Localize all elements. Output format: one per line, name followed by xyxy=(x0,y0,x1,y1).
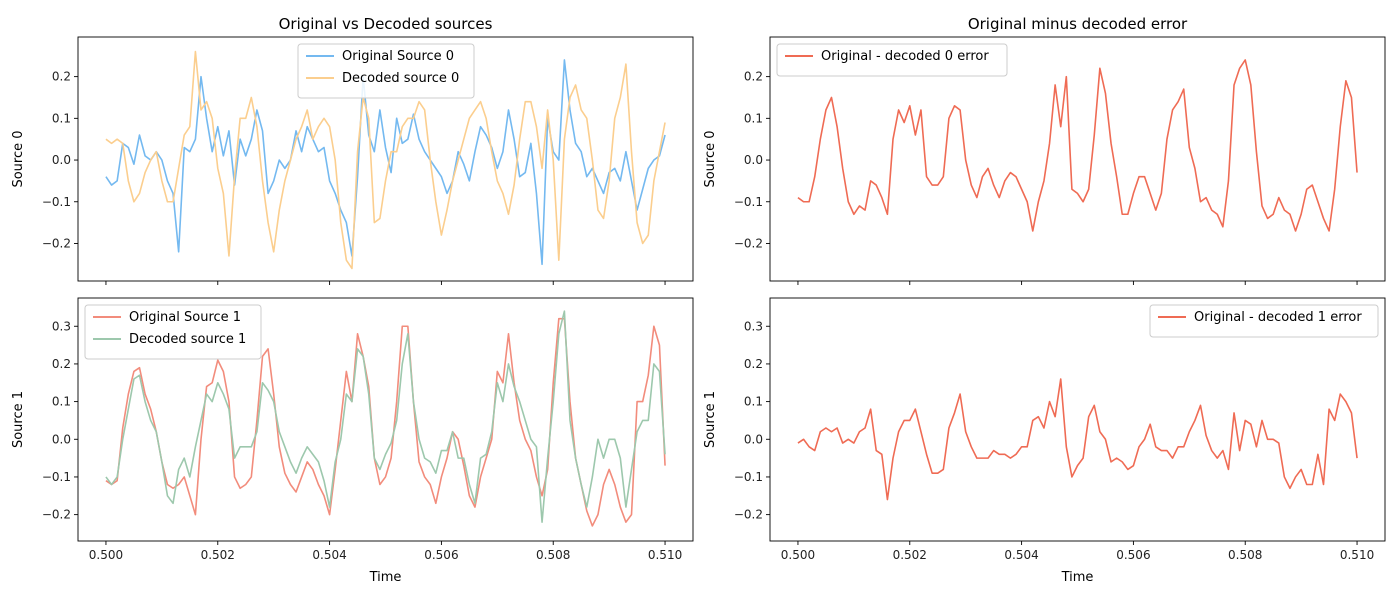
y-tick-label: 0.2 xyxy=(52,70,71,84)
y-tick-label: −0.2 xyxy=(734,508,763,522)
y-tick-label: 0.0 xyxy=(52,153,71,167)
y-tick-label: −0.1 xyxy=(42,470,71,484)
y-tick-label: 0.3 xyxy=(52,319,71,333)
legend-box xyxy=(1149,304,1379,338)
x-tick-label: 0.508 xyxy=(1228,548,1262,562)
y-tick-label: 0.2 xyxy=(744,70,763,84)
x-tick-label: 0.508 xyxy=(536,548,570,562)
x-tick-label: 0.506 xyxy=(424,548,458,562)
y-tick-label: 0.2 xyxy=(52,357,71,371)
y-tick-label: 0.1 xyxy=(744,395,763,409)
chart-title: Original minus decoded error xyxy=(968,15,1188,33)
x-tick-label: 0.502 xyxy=(893,548,927,562)
axes-frame xyxy=(77,36,694,282)
axes-frame xyxy=(769,297,1386,542)
chart-panel-p00: −0.2 −0.1 0.0 0.1 0.2 Original vs Decoded sou… xyxy=(11,15,694,285)
series-line-1 xyxy=(105,310,666,523)
y-tick-label: −0.1 xyxy=(734,470,763,484)
series-line-1 xyxy=(105,50,666,270)
chart-panel-p11: −0.2 −0.1 0.0 0.1 0.2 0.3 0.500 0.502 0.504 0.506… xyxy=(703,297,1386,585)
x-axis-label: Time xyxy=(1061,570,1094,585)
y-tick-label: 0.1 xyxy=(52,111,71,125)
series-line-0 xyxy=(105,317,666,527)
legend-label: Decoded source 1 xyxy=(129,332,246,347)
legend-label: Original Source 1 xyxy=(129,310,241,325)
y-tick-label: 0.3 xyxy=(744,319,763,333)
y-tick-label: −0.2 xyxy=(42,236,71,250)
x-tick-label: 0.500 xyxy=(89,548,123,562)
x-tick-label: 0.504 xyxy=(1004,548,1038,562)
y-tick-label: 0.2 xyxy=(744,357,763,371)
y-tick-label: 0.0 xyxy=(744,153,763,167)
x-tick-label: 0.500 xyxy=(781,548,815,562)
series-line-0 xyxy=(797,378,1358,501)
axes-frame xyxy=(769,36,1386,282)
axes-frame xyxy=(77,297,694,542)
x-tick-label: 0.504 xyxy=(312,548,346,562)
legend-label: Original Source 0 xyxy=(342,49,454,64)
y-tick-label: −0.1 xyxy=(734,195,763,209)
y-tick-label: −0.2 xyxy=(42,508,71,522)
legend-box xyxy=(84,304,262,360)
chart-panel-p01: −0.2 −0.1 0.0 0.1 0.2 Original minus decoded … xyxy=(703,15,1386,285)
x-tick-label: 0.510 xyxy=(1340,548,1374,562)
y-axis-label: Source 1 xyxy=(703,391,718,448)
legend-label: Decoded source 0 xyxy=(342,71,459,86)
y-tick-label: 0.1 xyxy=(52,395,71,409)
y-axis-label: Source 1 xyxy=(11,391,26,448)
y-tick-label: 0.0 xyxy=(744,432,763,446)
y-tick-label: −0.2 xyxy=(734,236,763,250)
legend-label: Original - decoded 1 error xyxy=(1194,310,1362,325)
x-axis-label: Time xyxy=(369,570,402,585)
chart-panel-p10: −0.2 −0.1 0.0 0.1 0.2 0.3 0.500 0.502 0.504 0.506… xyxy=(11,297,694,585)
x-tick-label: 0.510 xyxy=(648,548,682,562)
legend-box xyxy=(297,43,475,99)
legend-label: Original - decoded 0 error xyxy=(821,49,989,64)
y-axis-label: Source 0 xyxy=(703,130,718,187)
y-tick-label: 0.0 xyxy=(52,432,71,446)
y-tick-label: 0.1 xyxy=(744,111,763,125)
chart-title: Original vs Decoded sources xyxy=(279,15,493,33)
series-line-0 xyxy=(797,59,1358,232)
y-axis-label: Source 0 xyxy=(11,130,26,187)
x-tick-label: 0.506 xyxy=(1116,548,1150,562)
legend-box xyxy=(776,43,1008,77)
x-tick-label: 0.502 xyxy=(201,548,235,562)
y-tick-label: −0.1 xyxy=(42,195,71,209)
